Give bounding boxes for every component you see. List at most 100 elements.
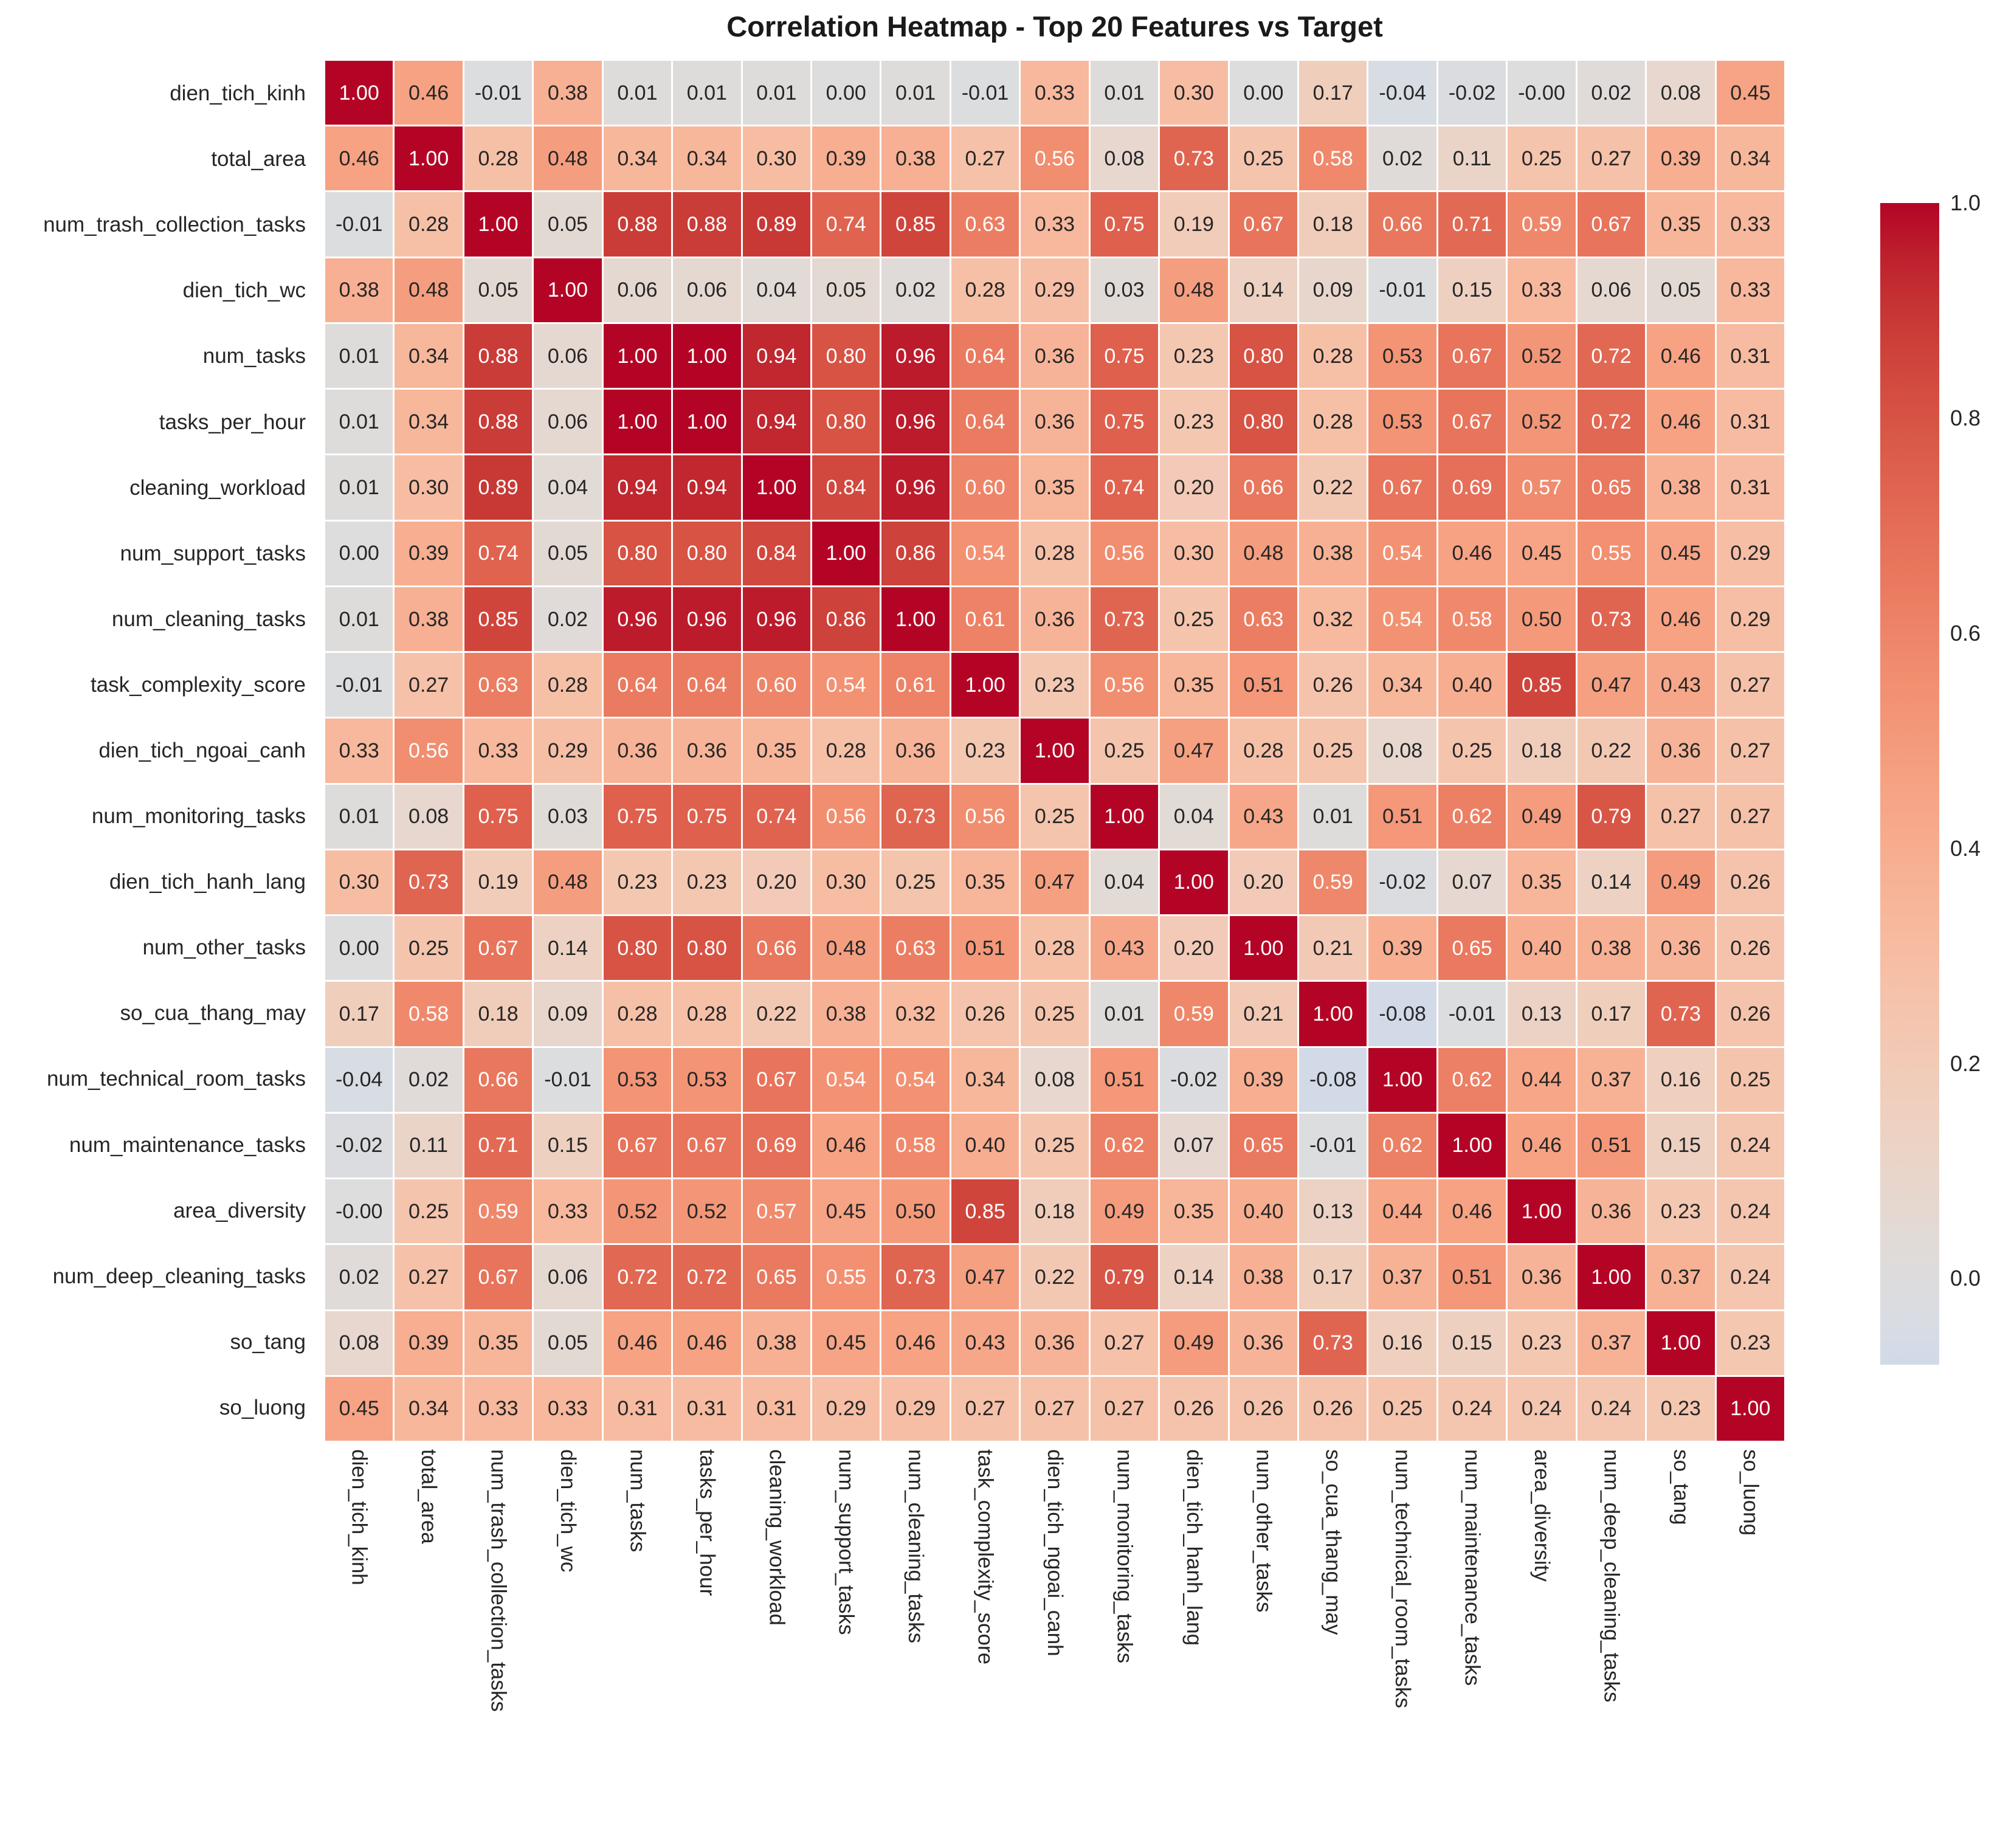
heatmap-cell: 0.27 (1577, 126, 1646, 191)
heatmap-cell: 0.36 (1021, 1311, 1089, 1375)
heatmap-cell: 0.39 (1368, 916, 1436, 981)
heatmap-cell: 0.27 (1716, 719, 1784, 783)
heatmap-cell: 0.30 (1160, 61, 1228, 125)
heatmap-cell: 0.35 (742, 719, 810, 783)
heatmap-cell: 0.56 (812, 784, 880, 849)
heatmap-cell: 0.94 (742, 323, 810, 388)
heatmap-cell: 0.80 (603, 916, 672, 981)
heatmap-cell: -0.01 (1299, 1113, 1367, 1178)
heatmap-cell: 0.85 (1508, 653, 1576, 717)
heatmap-cell: -0.01 (1368, 258, 1436, 322)
heatmap-cell: 0.00 (1229, 61, 1297, 125)
heatmap-cell: 0.17 (1577, 982, 1646, 1046)
heatmap-cell: 0.58 (881, 1113, 950, 1178)
heatmap-cell: 0.09 (1299, 258, 1367, 322)
heatmap-cell: 0.49 (1160, 1311, 1228, 1375)
heatmap-cell: 0.47 (951, 1245, 1019, 1309)
heatmap-cell: 0.09 (534, 982, 602, 1046)
heatmap-cell: 0.72 (673, 1245, 741, 1309)
colorbar-tick-label: 0.0 (1950, 1266, 1981, 1291)
heatmap-cell: 0.96 (881, 323, 950, 388)
heatmap-cell: -0.02 (1438, 61, 1506, 125)
heatmap-cell: 0.35 (951, 850, 1019, 915)
heatmap-cell: 0.56 (951, 784, 1019, 849)
heatmap-cell: 0.66 (464, 1047, 533, 1112)
heatmap-cell: 0.51 (1229, 653, 1297, 717)
heatmap-cell: 0.52 (1508, 323, 1576, 388)
heatmap-cell: 0.25 (881, 850, 950, 915)
y-tick-label: num_technical_room_tasks (46, 1067, 306, 1091)
heatmap-cell: 0.48 (395, 258, 463, 322)
heatmap-cell: 0.86 (812, 587, 880, 652)
x-tick-label: tasks_per_hour (673, 1449, 740, 1844)
heatmap-cell: 0.29 (1021, 258, 1089, 322)
heatmap-cell: 0.14 (534, 916, 602, 981)
heatmap-cell: 0.38 (742, 1311, 810, 1375)
heatmap-cell: 0.38 (1577, 916, 1646, 981)
heatmap-cell: 0.32 (1299, 587, 1367, 652)
heatmap-cell: -0.01 (1438, 982, 1506, 1046)
heatmap-cell: -0.04 (325, 1047, 393, 1112)
heatmap-cell: 0.56 (1090, 653, 1159, 717)
heatmap-cell: 1.00 (812, 521, 880, 585)
heatmap-cell: 0.27 (1090, 1311, 1159, 1375)
heatmap-cell: 0.58 (1299, 126, 1367, 191)
heatmap-cell: 0.53 (673, 1047, 741, 1112)
heatmap-cell: 0.52 (603, 1179, 672, 1244)
heatmap-cell: 0.03 (534, 784, 602, 849)
heatmap-cell: 0.63 (881, 916, 950, 981)
heatmap-cell: 0.26 (1716, 850, 1784, 915)
heatmap-cell: 0.48 (534, 850, 602, 915)
heatmap-cell: 0.38 (325, 258, 393, 322)
heatmap-cell: 0.28 (1021, 521, 1089, 585)
heatmap-cell: 0.18 (464, 982, 533, 1046)
heatmap-cell: 0.57 (742, 1179, 810, 1244)
heatmap-cell: 0.94 (742, 390, 810, 454)
heatmap-cell: 0.73 (1647, 982, 1715, 1046)
heatmap-cell: 0.46 (1508, 1113, 1576, 1178)
heatmap-cell: 0.74 (742, 784, 810, 849)
heatmap-cell: 0.01 (325, 784, 393, 849)
heatmap-cell: -0.01 (464, 61, 533, 125)
y-tick-label: num_maintenance_tasks (69, 1133, 306, 1157)
heatmap-cell: 0.28 (1229, 719, 1297, 783)
heatmap-cell: 0.15 (1647, 1113, 1715, 1178)
heatmap-cell: 0.73 (1299, 1311, 1367, 1375)
heatmap-cell: 0.85 (951, 1179, 1019, 1244)
heatmap-cell: 0.01 (881, 61, 950, 125)
heatmap-cell: 0.65 (1229, 1113, 1297, 1178)
heatmap-cell: 0.64 (951, 390, 1019, 454)
heatmap-cell: 0.64 (603, 653, 672, 717)
heatmap-cell: 0.35 (1160, 1179, 1228, 1244)
heatmap-cell: 0.55 (1577, 521, 1646, 585)
heatmap-cell: -0.00 (1508, 61, 1576, 125)
heatmap-cell: 0.20 (1229, 850, 1297, 915)
heatmap-cell: 0.48 (534, 126, 602, 191)
heatmap-cell: -0.02 (1368, 850, 1436, 915)
heatmap-cell: 0.61 (881, 653, 950, 717)
heatmap-cell: 0.31 (603, 1376, 672, 1441)
heatmap-cell: 0.02 (1368, 126, 1436, 191)
x-tick-label-text: dien_tich_hanh_lang (1182, 1449, 1206, 1646)
heatmap-cell: 0.14 (1160, 1245, 1228, 1309)
x-tick-label-text: so_tang (1669, 1449, 1693, 1525)
heatmap-cell: 0.20 (742, 850, 810, 915)
heatmap-cell: 0.55 (812, 1245, 880, 1309)
heatmap-cell: 0.51 (1577, 1113, 1646, 1178)
heatmap-cell: 0.11 (395, 1113, 463, 1178)
x-tick-label-text: cleaning_workload (765, 1449, 789, 1626)
heatmap-cell: 0.48 (1229, 521, 1297, 585)
heatmap-cell: 0.39 (395, 521, 463, 585)
heatmap-cell: 0.46 (325, 126, 393, 191)
x-tick-label: num_tasks (604, 1449, 671, 1844)
heatmap-cell: 1.00 (742, 455, 810, 520)
heatmap-cell: 0.26 (1299, 1376, 1367, 1441)
heatmap-cell: 0.34 (951, 1047, 1019, 1112)
heatmap-cell: 0.38 (1647, 455, 1715, 520)
heatmap-cell: 0.28 (812, 719, 880, 783)
heatmap-cell: 0.59 (1160, 982, 1228, 1046)
heatmap-cell: 1.00 (673, 390, 741, 454)
heatmap-cell: 0.46 (1438, 1179, 1506, 1244)
heatmap-cell: 0.34 (395, 1376, 463, 1441)
heatmap-cell: 0.01 (603, 61, 672, 125)
